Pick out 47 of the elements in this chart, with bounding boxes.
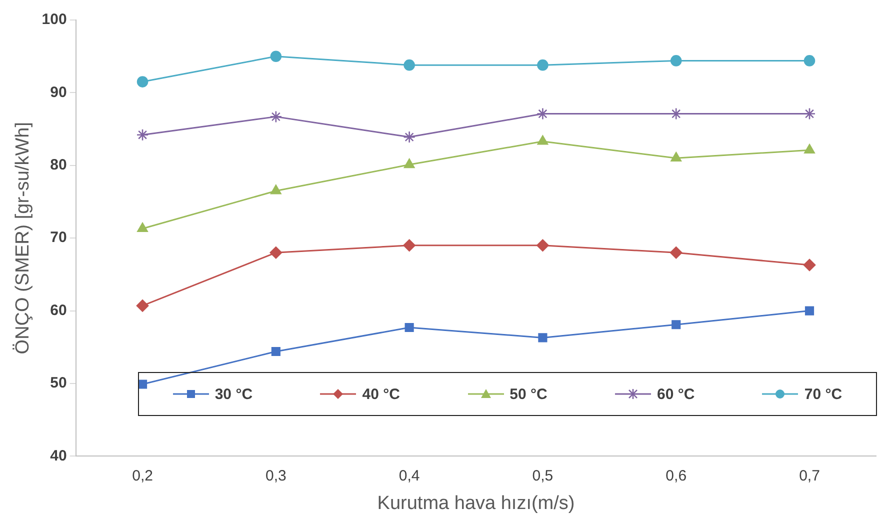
point bbox=[537, 135, 548, 145]
point bbox=[136, 128, 149, 142]
y-tick-label: 90 bbox=[50, 84, 67, 101]
point bbox=[403, 239, 416, 252]
point bbox=[670, 152, 682, 162]
point bbox=[536, 239, 549, 252]
point bbox=[403, 130, 416, 144]
point bbox=[271, 346, 280, 356]
x-tick-label: 0,6 bbox=[666, 467, 687, 484]
point bbox=[404, 158, 415, 168]
point bbox=[270, 50, 282, 62]
point bbox=[404, 59, 415, 71]
x-axis-title: Kurutma hava hızı(m/s) bbox=[377, 492, 575, 514]
x-tick-label: 0,4 bbox=[398, 467, 420, 484]
point bbox=[672, 320, 681, 330]
legend-label: 50 °C bbox=[510, 386, 548, 402]
y-tick-label: 100 bbox=[42, 11, 67, 28]
point bbox=[270, 246, 282, 259]
point bbox=[136, 76, 148, 88]
y-tick-label: 40 bbox=[50, 447, 67, 464]
legend-label: 70 °C bbox=[804, 386, 842, 402]
point bbox=[136, 300, 149, 312]
point bbox=[804, 306, 814, 316]
point bbox=[670, 246, 682, 259]
point bbox=[670, 55, 682, 66]
x-tick-label: 0,7 bbox=[799, 467, 820, 484]
x-tick-label: 0,3 bbox=[265, 467, 286, 484]
legend-label: 60 °C bbox=[657, 386, 695, 402]
point bbox=[138, 380, 148, 389]
y-tick-label: 60 bbox=[50, 302, 67, 319]
y-axis-title: ÖNÇO (SMER) [gr-su/kWh] bbox=[12, 122, 34, 354]
point bbox=[804, 55, 816, 66]
x-tick-label: 0,5 bbox=[532, 467, 554, 484]
x-tick-label: 0,2 bbox=[132, 467, 153, 484]
point bbox=[270, 110, 282, 123]
y-tick-label: 80 bbox=[50, 156, 67, 174]
legend-label: 30 °C bbox=[214, 386, 253, 402]
point bbox=[537, 59, 548, 71]
y-tick-label: 50 bbox=[50, 374, 67, 392]
legend-label: 40 °C bbox=[362, 386, 400, 402]
point bbox=[538, 333, 548, 342]
point bbox=[404, 322, 414, 332]
point bbox=[270, 184, 282, 194]
y-tick-label: 70 bbox=[50, 229, 67, 246]
point bbox=[804, 144, 815, 154]
point bbox=[803, 258, 816, 272]
point bbox=[137, 222, 148, 232]
